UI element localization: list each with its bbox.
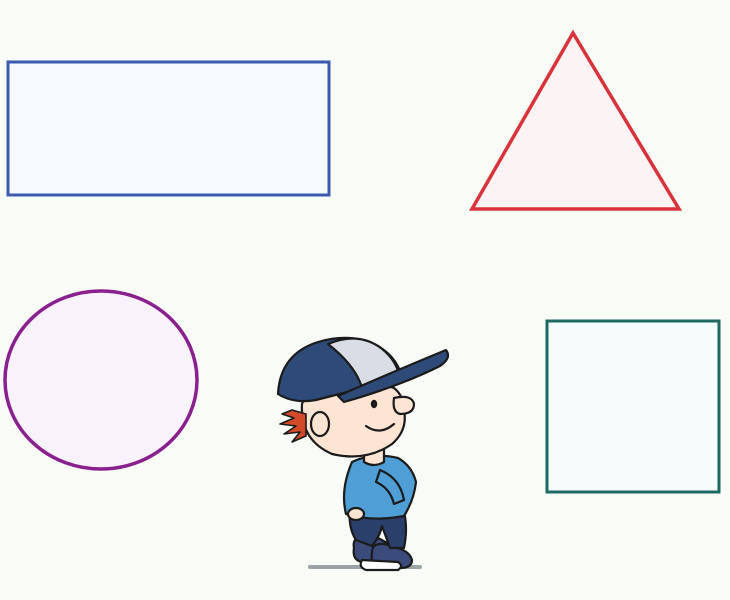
cap-front-panel — [326, 337, 402, 390]
ear — [309, 410, 331, 438]
cap-brim — [336, 348, 450, 404]
triangle-shape — [468, 29, 683, 211]
rectangle-shape — [6, 60, 331, 197]
nose — [392, 395, 416, 416]
boy-character — [276, 336, 450, 572]
shoe-sole — [359, 558, 403, 572]
hair — [279, 409, 307, 443]
square-shape — [545, 319, 721, 494]
smile — [364, 422, 396, 432]
circle-shape — [3, 289, 199, 471]
eye — [370, 399, 378, 409]
arm — [374, 468, 406, 506]
hand — [346, 506, 366, 522]
